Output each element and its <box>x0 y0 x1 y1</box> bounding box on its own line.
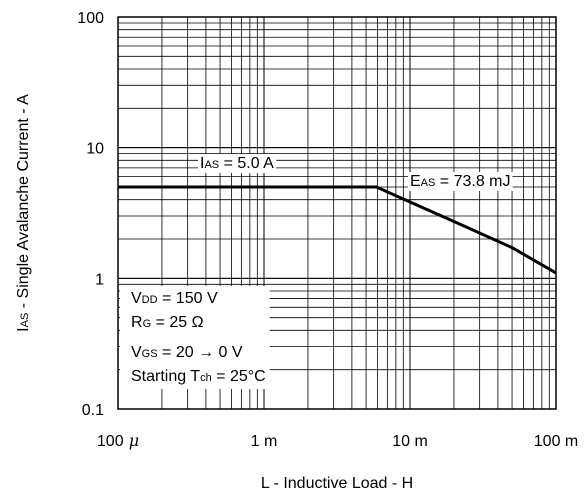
x-tick-unit: μ <box>124 431 139 450</box>
x-tick-label: 100 m <box>534 433 578 450</box>
y-tick-label: 10 <box>86 141 104 158</box>
x-tick-text: 100 m <box>534 433 578 450</box>
y-tick-label: 0.1 <box>82 402 104 419</box>
condition-label-sub: ch <box>200 372 212 384</box>
plot-grid <box>117 16 557 410</box>
series-line <box>118 185 557 275</box>
condition-label-sub: DD <box>142 294 158 306</box>
condition-label-value: = 20 → 0 V <box>158 344 243 361</box>
annotation-backdrop <box>408 172 513 191</box>
condition-label: Starting Tch = 25°C <box>131 368 266 385</box>
condition-label: VGS = 20 → 0 V <box>131 344 243 361</box>
x-tick-label: 1 m <box>251 433 278 450</box>
y-axis-label: IAS - Single Avalanche Current - A <box>15 94 32 332</box>
y-tick-label: 100 <box>77 10 104 27</box>
x-tick-text: 1 m <box>251 433 278 450</box>
annotation-backdrop <box>198 154 277 173</box>
eas-label: EAS = 73.8 mJ <box>410 173 511 190</box>
condition-label-main: V <box>131 290 142 307</box>
x-tick-label: 10 m <box>392 433 428 450</box>
condition-label: RG = 25 Ω <box>131 314 204 331</box>
condition-label-value: = 150 V <box>158 290 218 307</box>
condition-label-value: = 25°C <box>212 368 266 385</box>
conditions-backdrop <box>120 286 270 389</box>
condition-label-main: Starting T <box>131 368 200 385</box>
x-tick-text: 100 <box>97 433 124 450</box>
condition-label-main: V <box>131 344 142 361</box>
condition-label-value: = 25 Ω <box>151 314 203 331</box>
y-tick-labels: 0.1 1 10 100 <box>77 10 104 419</box>
ias-label-sub: AS <box>204 159 219 171</box>
ias-label: IAS = 5.0 A <box>200 155 274 172</box>
ias-label-main: I <box>200 155 204 172</box>
eas-label-main: E <box>410 173 421 190</box>
eas-label-value: = 73.8 mJ <box>435 173 510 190</box>
plot-frame <box>117 16 557 410</box>
condition-label-sub: GS <box>142 348 158 360</box>
condition-label: VDD = 150 V <box>131 290 218 307</box>
x-tick-label: 100 μ <box>97 431 139 450</box>
annotation-backgrounds <box>120 154 513 389</box>
y-axis-label-rest: - Single Avalanche Current - A <box>15 94 32 313</box>
condition-label-sub: G <box>143 318 152 330</box>
y-axis-label-sub: AS <box>19 313 31 328</box>
y-axis-label-main: I <box>15 327 32 331</box>
x-axis-label: L - Inductive Load - H <box>261 475 413 492</box>
x-tick-text: 10 m <box>392 433 428 450</box>
eas-label-sub: AS <box>421 177 436 189</box>
condition-label-main: R <box>131 314 143 331</box>
y-tick-label: 1 <box>95 271 104 288</box>
x-tick-labels: 100 μ 1 m 10 m 100 m <box>97 431 578 450</box>
ias-label-value: = 5.0 A <box>219 155 274 172</box>
